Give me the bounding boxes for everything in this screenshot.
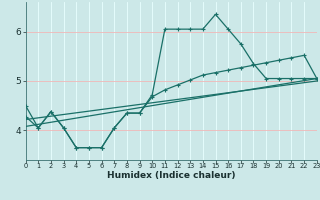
X-axis label: Humidex (Indice chaleur): Humidex (Indice chaleur) [107,171,236,180]
